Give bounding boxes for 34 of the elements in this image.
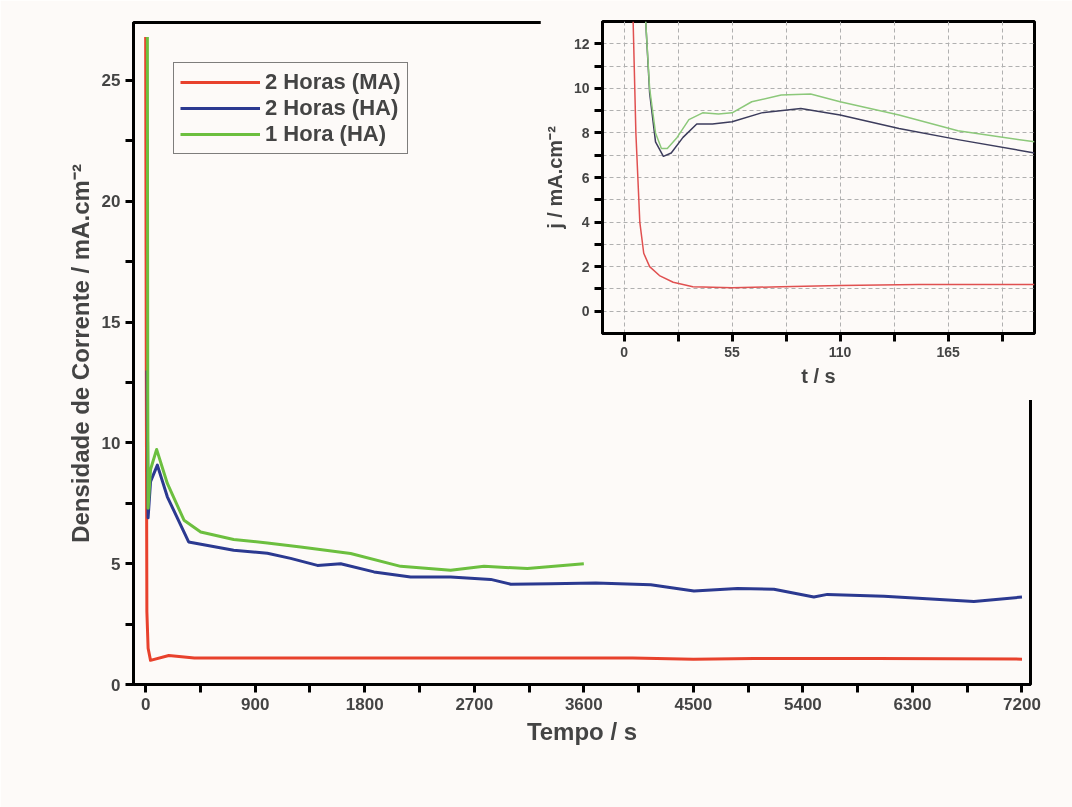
y-tick-label: 25 [101, 71, 121, 91]
x-tick-label: 1800 [345, 694, 384, 714]
legend-label: 1 Hora (HA) [265, 121, 387, 147]
y-tick-label: 15 [101, 313, 121, 333]
x-tick-label: 165 [936, 343, 960, 360]
legend-label: 2 Horas (HA) [265, 95, 399, 121]
x-tick-label: 4500 [674, 694, 713, 714]
x-tick-label: 55 [724, 343, 741, 360]
legend-label: 2 Horas (MA) [265, 69, 401, 95]
x-axis-title: t / s [801, 364, 836, 387]
y-tick-label: 0 [581, 303, 590, 320]
y-tick-label: 5 [111, 554, 121, 574]
x-tick-label: 900 [241, 694, 270, 714]
x-axis-title: Tempo / s [526, 717, 638, 745]
y-tick-label: 8 [581, 124, 590, 141]
y-axis-title: j / mA.cm⁻² [543, 125, 566, 230]
y-tick-label: 10 [101, 433, 121, 453]
x-tick-label: 110 [828, 343, 852, 360]
y-tick-label: 2 [581, 258, 590, 275]
y-tick-label: 20 [101, 192, 121, 212]
y-axis-title: Densidade de Corrente / mA.cm⁻² [66, 164, 94, 543]
y-tick-label: 0 [111, 675, 121, 695]
x-tick-label: 0 [620, 343, 629, 360]
y-tick-label: 10 [573, 80, 590, 97]
x-tick-label: 7200 [1003, 694, 1041, 714]
y-tick-label: 4 [581, 214, 590, 231]
y-tick-label: 12 [573, 35, 590, 52]
line-series [632, 21, 1035, 289]
x-tick-label: 5400 [783, 694, 822, 714]
x-tick-label: 3600 [564, 694, 603, 714]
x-tick-label: 0 [140, 694, 151, 714]
x-tick-label: 2700 [455, 694, 494, 714]
x-tick-label: 6300 [893, 694, 932, 714]
y-tick-label: 6 [581, 169, 590, 186]
